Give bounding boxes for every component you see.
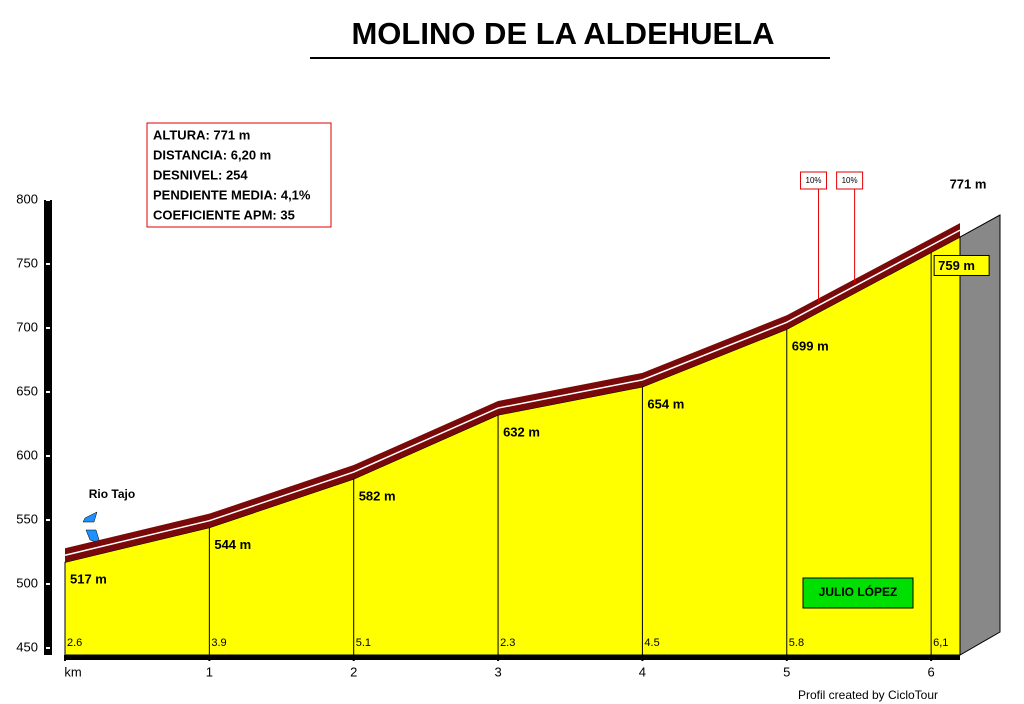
side-face [959, 214, 1001, 656]
marker-box [836, 171, 864, 190]
marker-box [800, 171, 828, 190]
info-lines: ALTURA: 771 m DISTANCIA: 6,20 m DESNIVEL: … [153, 127, 311, 222]
value-label: 632 m [503, 424, 540, 439]
x-tick-label: 1 [206, 664, 213, 679]
x-tick-label: km [64, 664, 81, 679]
value-label: 771 m [950, 176, 987, 191]
info-line: PENDIENTE MEDIA: 4,1% [153, 187, 311, 202]
author-box [802, 577, 914, 609]
value-label: 699 m [792, 339, 829, 354]
river-label: Rio Tajo [89, 487, 135, 501]
y-axis-bar [44, 200, 52, 655]
info-line: DESNIVEL: 254 [153, 167, 248, 182]
author-label: JULIO LÓPEZ [819, 584, 898, 599]
info-line: COEFICIENTE APM: 35 [153, 207, 295, 222]
segment-gradient: 3.9 [211, 637, 226, 649]
y-tick-label: 800 [16, 191, 38, 206]
value-label: 582 m [359, 488, 396, 503]
segment-gradient: 2.6 [67, 637, 82, 649]
y-tick-label: 500 [16, 575, 38, 590]
plot: 450 500 550 600 650 700 750 800 2.6 517 m 3.9 544 m… [16, 171, 1001, 679]
road-band [65, 223, 960, 563]
segment-gradient: 5.1 [356, 637, 371, 649]
road-line [64, 229, 961, 556]
x-tick-label: 5 [783, 664, 790, 679]
segment-gradient: 6,1 [933, 637, 948, 649]
marker-label: 10% [806, 176, 822, 185]
x-tick-label: 6 [928, 664, 935, 679]
river-icon [82, 511, 101, 544]
y-tick-label: 700 [16, 319, 38, 334]
y-tick-label: 550 [16, 511, 38, 526]
y-tick-label: 450 [16, 639, 38, 654]
segment-gradient: 2.3 [500, 637, 515, 649]
value-label-box [933, 254, 990, 276]
x-tick-label: 3 [494, 664, 501, 679]
info-line: ALTURA: 771 m [153, 127, 250, 142]
y-tick-label: 600 [16, 447, 38, 462]
value-label: 544 m [214, 537, 251, 552]
y-tick-label: 750 [16, 255, 38, 270]
value-label: 517 m [70, 572, 107, 587]
info-line: DISTANCIA: 6,20 m [153, 147, 271, 162]
x-tick-label: 4 [639, 664, 646, 679]
chart-title: MOLINO DE LA ALDEHUELA [351, 16, 774, 51]
value-label: 759 m [938, 258, 975, 273]
segment-gradient: 5.8 [789, 637, 804, 649]
x-axis-strip [65, 655, 960, 660]
segment-gradient: 4.5 [644, 637, 659, 649]
x-tick-label: 2 [350, 664, 357, 679]
marker-label: 10% [842, 176, 858, 185]
y-tick-label: 650 [16, 383, 38, 398]
info-box [146, 122, 332, 228]
credit: Profil created by CicloTour [798, 688, 938, 702]
value-label: 654 m [647, 396, 684, 411]
